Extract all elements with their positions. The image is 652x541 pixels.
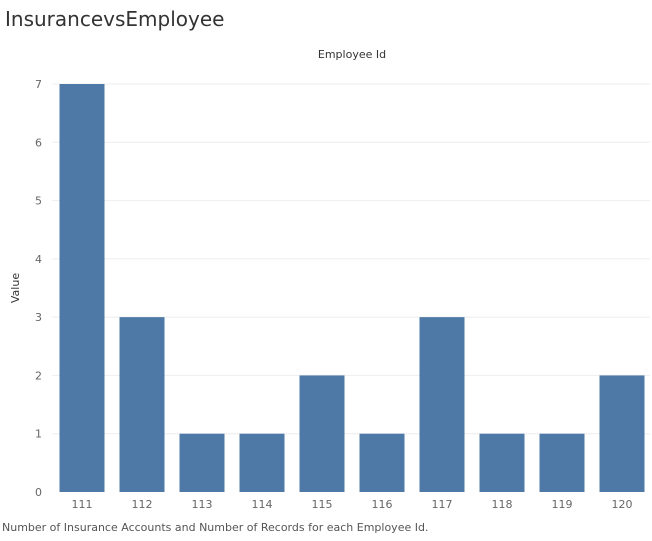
bar-111[interactable] [59,84,105,492]
y-tick-label: 0 [35,486,42,499]
y-tick-label: 3 [35,311,42,324]
x-tick-label: 114 [252,498,273,511]
chart-caption: Number of Insurance Accounts and Number … [2,521,429,534]
y-tick-label: 6 [35,136,42,149]
x-tick-label: 113 [192,498,213,511]
bar-120[interactable] [599,375,645,492]
bar-112[interactable] [119,317,165,492]
page-title: InsurancevsEmployee [5,7,225,31]
y-axis-title: Value [9,273,22,303]
x-tick-label: 116 [372,498,393,511]
x-tick-label: 119 [552,498,573,511]
x-tick-label: 117 [432,498,453,511]
y-tick-label: 5 [35,195,42,208]
y-tick-label: 7 [35,78,42,91]
y-axis-ticks: 0 1 2 3 4 5 6 7 [35,78,42,499]
y-tick-label: 1 [35,428,42,441]
y-tick-label: 2 [35,369,42,382]
y-tick-label: 4 [35,253,42,266]
bars [59,84,645,492]
x-axis-ticks: 111 112 113 114 115 116 117 118 119 120 [72,498,633,511]
bar-115[interactable] [299,375,345,492]
x-tick-label: 115 [312,498,333,511]
x-tick-label: 111 [72,498,93,511]
bar-113[interactable] [179,433,225,492]
x-tick-label: 120 [612,498,633,511]
x-tick-label: 118 [492,498,513,511]
bar-117[interactable] [419,317,465,492]
x-tick-label: 112 [132,498,153,511]
bar-116[interactable] [359,433,405,492]
x-axis-title: Employee Id [318,48,386,61]
bar-118[interactable] [479,433,525,492]
bar-114[interactable] [239,433,285,492]
bar-119[interactable] [539,433,585,492]
